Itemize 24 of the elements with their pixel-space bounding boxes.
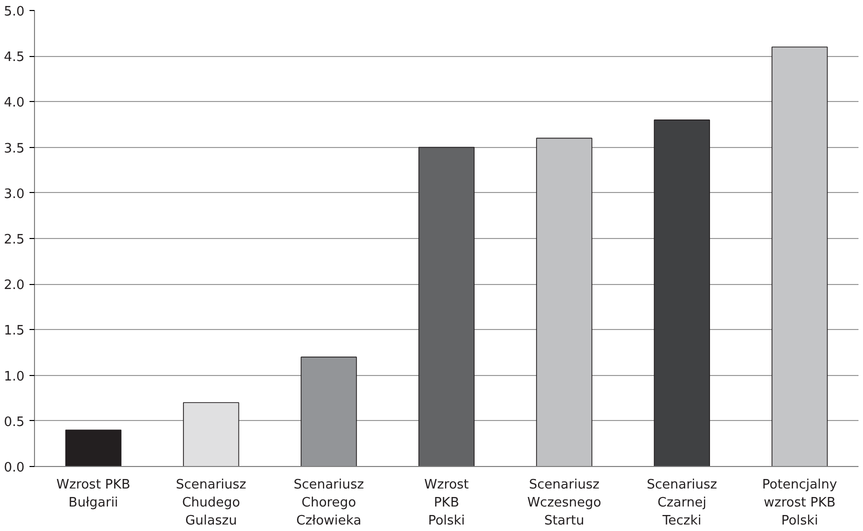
y-tick-label: 5.0 — [4, 4, 25, 20]
y-tick-label: 0.0 — [4, 460, 25, 476]
bar — [536, 138, 592, 466]
bar — [183, 402, 240, 466]
bar — [772, 46, 828, 466]
x-tick-label: Wzrost PKB Polski — [424, 478, 469, 528]
y-tick-label: 0.5 — [4, 414, 25, 430]
y-tick-label: 2.5 — [4, 232, 25, 248]
y-tick-label: 1.5 — [4, 324, 25, 339]
bar — [654, 120, 710, 466]
x-tick-label: Wzrost PKB Bułgarii — [56, 478, 130, 510]
y-tick-label: 3.5 — [4, 141, 25, 156]
y-tick-label: 1.0 — [4, 369, 25, 384]
y-tick-label: 4.0 — [4, 96, 25, 111]
y-tick-label: 4.5 — [4, 50, 25, 66]
x-tick-label: Potencjalny wzrost PKB Polski — [762, 478, 838, 528]
bar — [418, 146, 475, 466]
x-tick-label: Scenariusz Czarnej Teczki — [646, 478, 718, 528]
x-tick-label: Scenariusz Chudego Gulaszu — [176, 478, 246, 528]
x-tick-label: Scenariusz Chorego Człowieka — [294, 478, 364, 528]
y-tick-label: 3.0 — [4, 186, 25, 202]
bar — [65, 430, 122, 466]
x-tick-label: Scenariusz Wczesnego Startu — [527, 478, 602, 528]
y-tick-label: 2.0 — [4, 278, 25, 294]
